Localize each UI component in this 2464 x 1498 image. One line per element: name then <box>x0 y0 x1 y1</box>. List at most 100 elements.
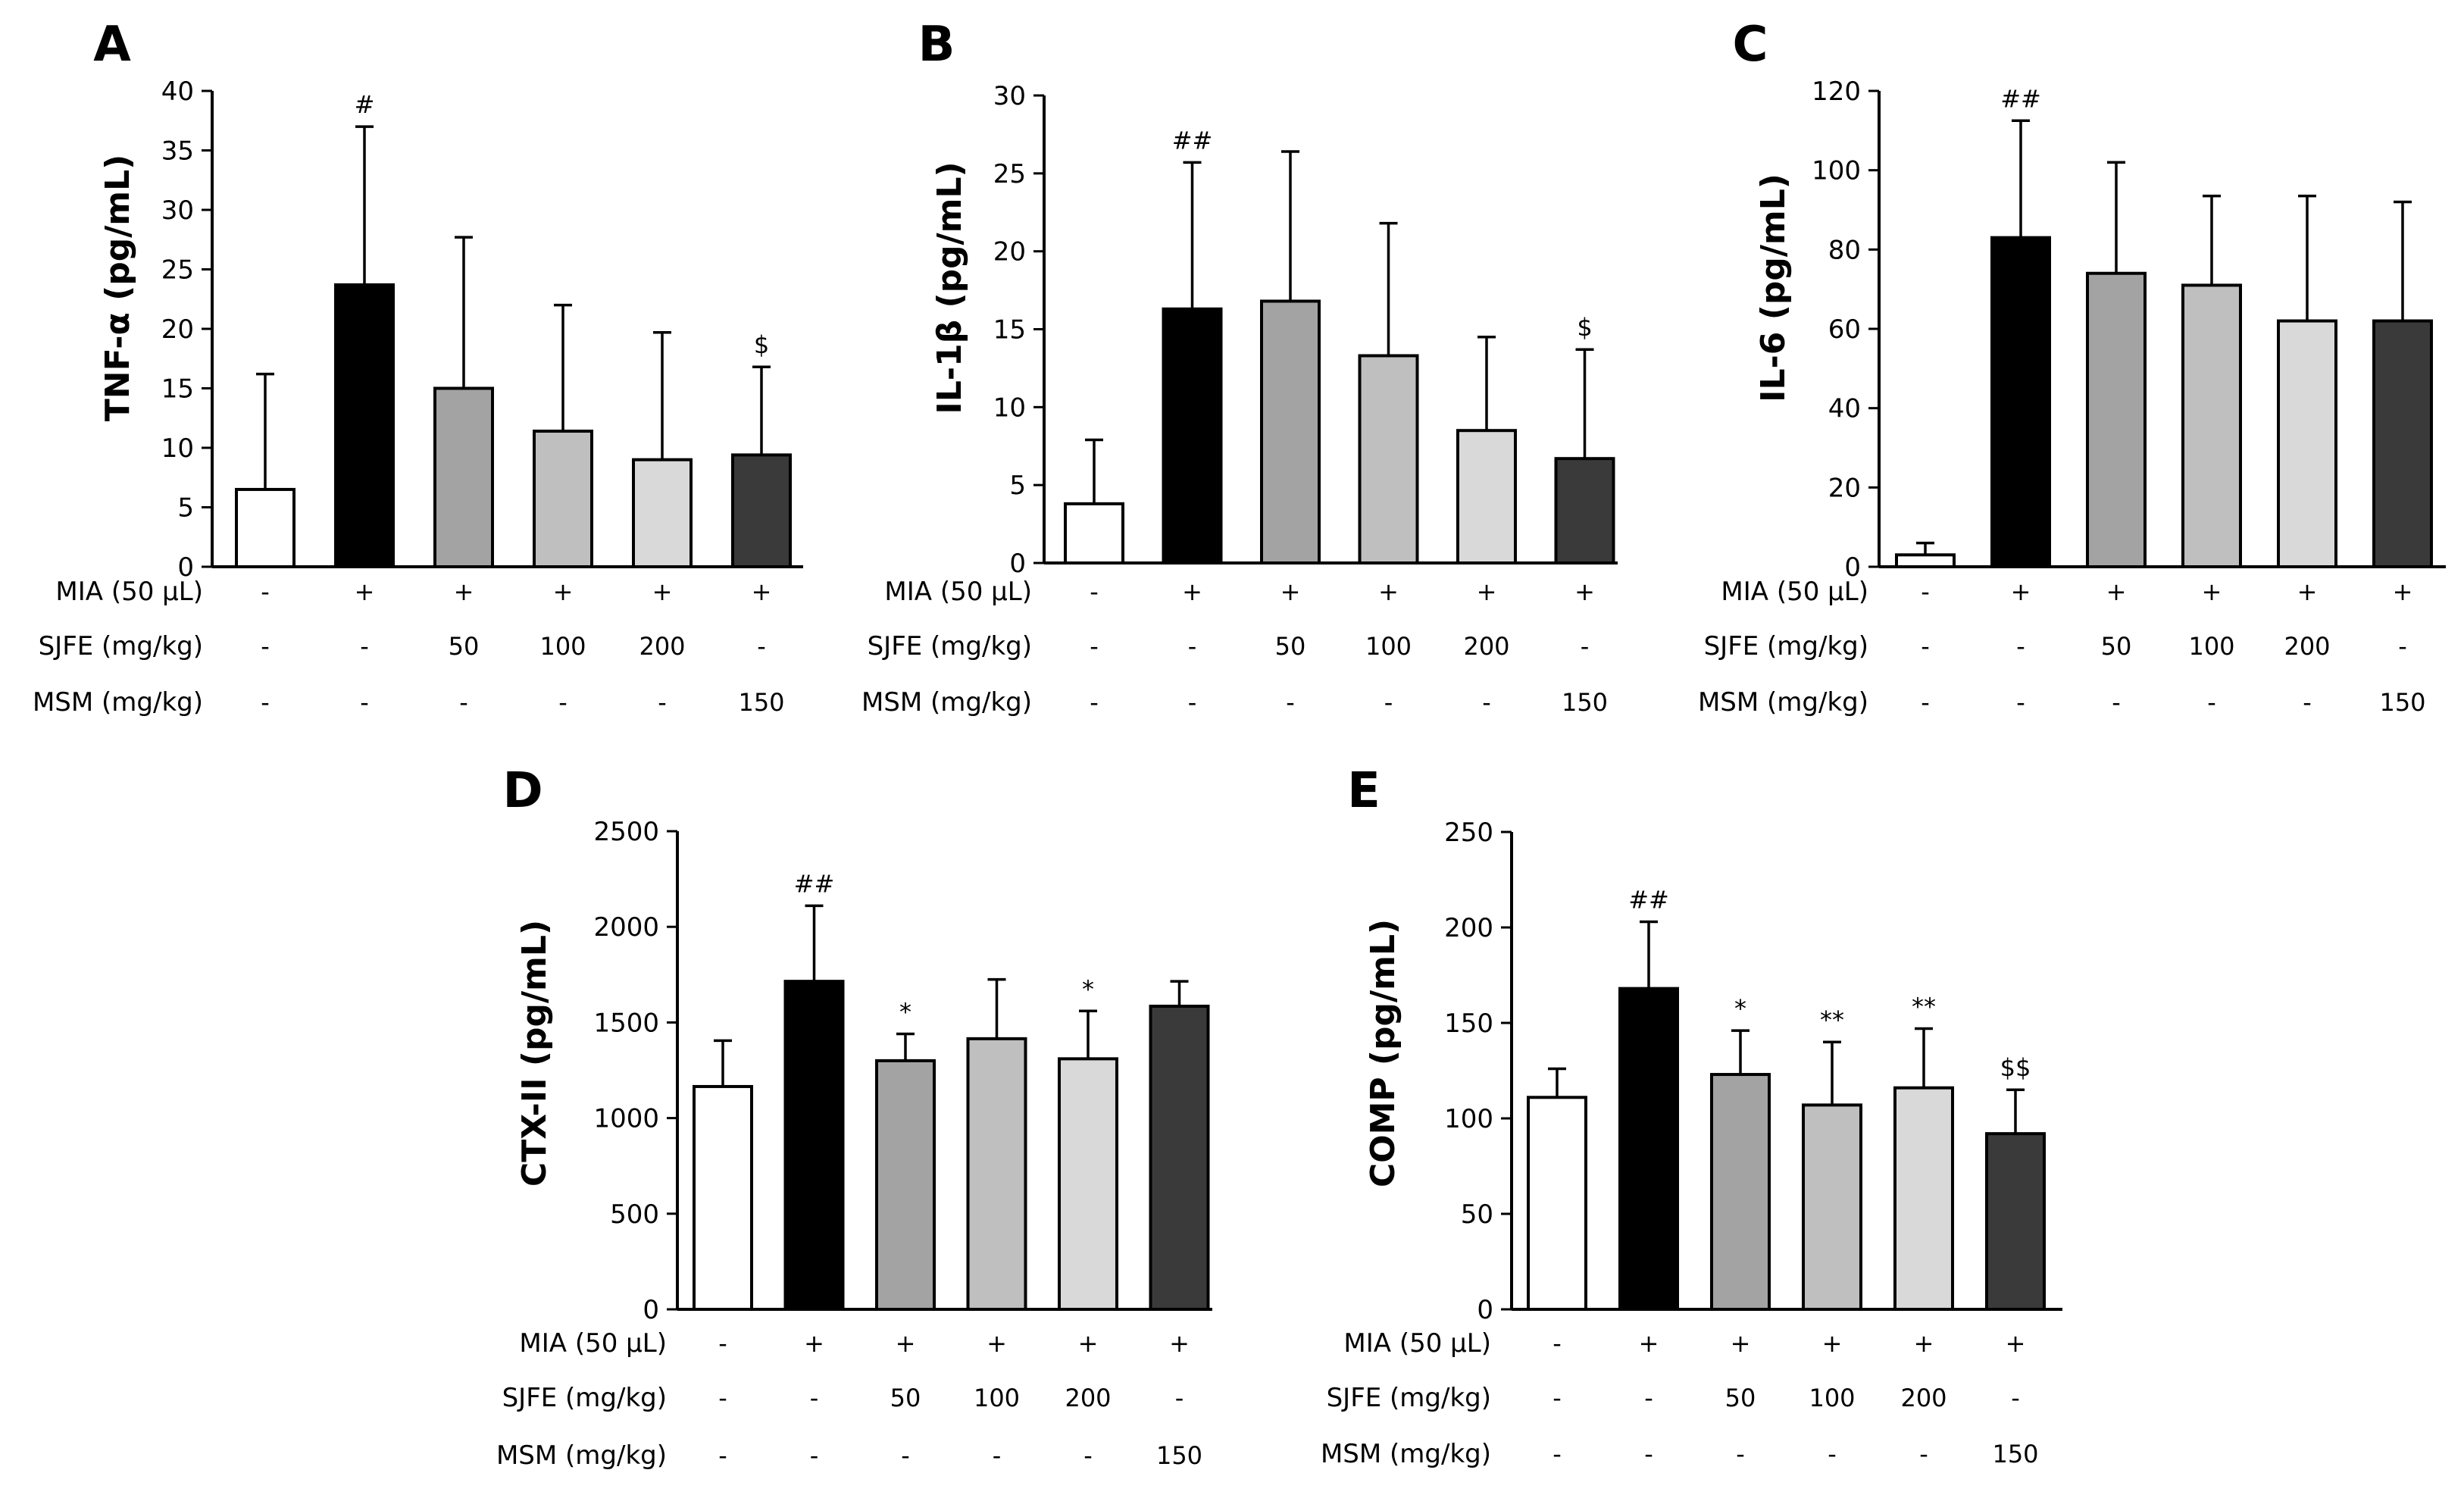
treatment-row-label: MIA (50 μL) <box>55 577 203 607</box>
treatment-value: 50 <box>449 632 480 661</box>
y-tick-label: 2000 <box>593 912 659 943</box>
treatment-value: + <box>1639 1329 1659 1358</box>
treatment-row-label: MSM (mg/kg) <box>861 687 1032 718</box>
y-axis-label: IL-1β (pg/mL) <box>930 161 969 414</box>
y-tick-label: 10 <box>993 392 1026 423</box>
y-tick-label: 10 <box>161 433 194 464</box>
treatment-row-label: MIA (50 μL) <box>1343 1328 1491 1359</box>
y-tick-label: 0 <box>1477 1295 1493 1325</box>
significance-mark: ## <box>1172 126 1213 155</box>
treatment-value: - <box>1090 577 1099 606</box>
bar <box>1064 502 1124 565</box>
bar <box>1618 987 1679 1311</box>
treatment-value: + <box>896 1329 916 1358</box>
y-tick-label: 40 <box>1828 394 1861 424</box>
treatment-value: - <box>810 1441 819 1470</box>
significance-mark: * <box>1082 974 1094 1003</box>
panel-b: B IL-1β (pg/mL) 0 5 10 15 20 25 30 ## $ MIA (50 μL)… <box>861 17 1618 718</box>
significance-mark: ## <box>2000 84 2041 113</box>
bar <box>533 430 593 569</box>
bar <box>1895 553 1956 568</box>
treatment-value: 50 <box>890 1384 921 1412</box>
treatment-value: - <box>1090 632 1099 661</box>
y-tick-label: 20 <box>993 237 1026 267</box>
treatment-value: + <box>2297 577 2318 606</box>
y-tick-label: 20 <box>161 314 194 345</box>
panel-letter: A <box>93 17 131 73</box>
treatment-row-label: MSM (mg/kg) <box>1321 1439 1491 1469</box>
y-tick-label: 50 <box>1461 1199 1493 1230</box>
treatment-value: - <box>1644 1440 1653 1468</box>
treatment-value: - <box>261 688 270 717</box>
panel-d: D CTX-II (pg/mL) 0 500 1000 1500 2000 2500 ## * * M… <box>496 763 1212 1471</box>
y-tick-label: 100 <box>1444 1104 1493 1134</box>
treatment-value: - <box>1090 688 1099 717</box>
treatment-value: - <box>718 1329 727 1358</box>
treatment-value: - <box>757 632 766 661</box>
y-tick-label: 2500 <box>593 817 659 847</box>
bar <box>1802 1103 1862 1311</box>
treatment-value: 200 <box>1065 1384 1111 1412</box>
treatment-value: - <box>261 577 270 606</box>
y-tick-label: 500 <box>610 1199 659 1230</box>
treatment-value: - <box>2398 632 2407 661</box>
significance-mark: ** <box>1820 1005 1844 1034</box>
treatment-value: 200 <box>1463 632 1509 661</box>
treatment-value: - <box>2303 688 2312 717</box>
bar <box>2372 319 2433 568</box>
treatment-value: - <box>1921 632 1930 661</box>
panel-letter: B <box>918 17 955 73</box>
significance-mark: * <box>1734 994 1746 1023</box>
treatment-value: 200 <box>2284 632 2330 661</box>
treatment-value: - <box>1083 1441 1093 1470</box>
panel-a: A TNF-α (pg/mL) 0 5 10 15 20 25 30 35 40 # $ MIA (50 … <box>33 17 803 718</box>
bar <box>1058 1057 1118 1311</box>
treatment-value: + <box>1378 577 1399 606</box>
treatment-value: + <box>553 577 574 606</box>
bar <box>1710 1073 1771 1312</box>
treatment-value: + <box>1731 1329 1751 1358</box>
treatment-row-label: SJFE (mg/kg) <box>39 631 203 661</box>
treatment-value: - <box>558 688 568 717</box>
treatment-value: 100 <box>1809 1384 1855 1412</box>
treatment-value: 150 <box>2379 688 2425 717</box>
y-tick-label: 25 <box>993 159 1026 189</box>
y-tick-label: 15 <box>161 374 194 405</box>
treatment-row-label: MIA (50 μL) <box>884 577 1032 607</box>
treatment-value: + <box>2011 577 2031 606</box>
panel-letter: D <box>502 763 543 819</box>
treatment-value: 50 <box>1725 1384 1756 1412</box>
treatment-value: - <box>1736 1440 1745 1468</box>
treatment-value: + <box>652 577 673 606</box>
treatment-value: - <box>2016 688 2025 717</box>
treatment-value: + <box>355 577 375 606</box>
y-tick-label: 0 <box>177 552 194 583</box>
bar <box>731 453 792 568</box>
treatment-value: + <box>1280 577 1301 606</box>
treatment-value: + <box>1169 1329 1190 1358</box>
treatment-value: - <box>1175 1384 1184 1412</box>
bar <box>235 487 295 569</box>
y-tick-label: 80 <box>1828 235 1861 265</box>
treatment-value: 50 <box>1275 632 1306 661</box>
treatment-value: - <box>1553 1329 1562 1358</box>
panel-c: C IL-6 (pg/mL) 0 20 40 60 80 100 120 ## MIA (50 μL… <box>1698 17 2446 718</box>
y-axis-label: IL-6 (pg/mL) <box>1754 174 1793 402</box>
treatment-value: - <box>1828 1440 1837 1468</box>
treatment-value: - <box>810 1384 819 1412</box>
treatment-row-label: MSM (mg/kg) <box>33 687 203 718</box>
treatment-value: - <box>658 688 667 717</box>
treatment-row-label: MIA (50 μL) <box>519 1328 667 1359</box>
treatment-value: - <box>1921 688 1930 717</box>
treatment-value: - <box>2016 632 2025 661</box>
significance-mark: * <box>899 998 911 1027</box>
treatment-value: - <box>1482 688 1491 717</box>
y-tick-label: 30 <box>993 81 1026 111</box>
y-tick-label: 35 <box>161 136 194 167</box>
bar <box>1554 457 1615 564</box>
treatment-value: + <box>454 577 474 606</box>
bar <box>2181 283 2242 568</box>
bar <box>1527 1096 1587 1312</box>
treatment-value: - <box>901 1441 910 1470</box>
